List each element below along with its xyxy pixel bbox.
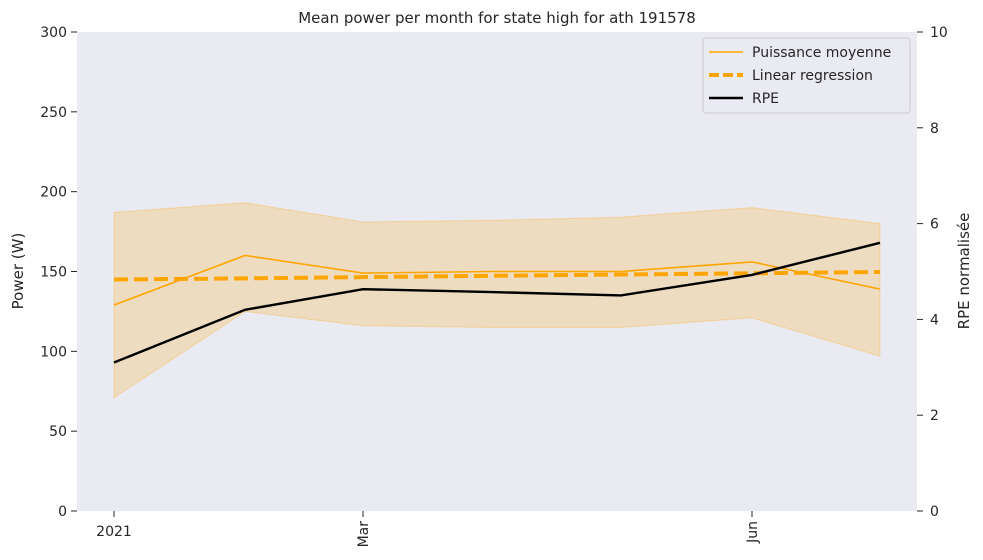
left-tick-label: 150: [40, 265, 67, 281]
legend-label-puissance-moyenne: Puissance moyenne: [752, 45, 891, 61]
x-tick-label: 2021: [96, 524, 132, 540]
right-tick-label: 0: [930, 504, 939, 520]
left-tick-label: 50: [49, 424, 67, 440]
x-axis-ticks: 2021 Mar Jun: [96, 511, 761, 547]
left-axis-ticks: 0 50 100 150 200 250 300: [40, 25, 77, 520]
x-tick-label: Jun: [745, 521, 761, 544]
series-line-linear-regression: [113, 270, 881, 282]
legend-label-rpe: RPE: [752, 91, 779, 107]
legend-box: [702, 37, 911, 114]
left-axis-label: Power (W): [9, 233, 27, 310]
left-tick-label: 0: [58, 504, 67, 520]
series-line-rpe: [113, 241, 881, 364]
right-tick-label: 6: [930, 217, 939, 233]
left-tick-label: 100: [40, 344, 67, 360]
left-tick-label: 300: [40, 25, 67, 41]
power-band-group: [113, 202, 881, 399]
chart-title: Mean power per month for state high for …: [298, 9, 696, 27]
x-tick-label: Mar: [356, 521, 372, 548]
right-tick-label: 2: [930, 408, 939, 424]
right-tick-label: 8: [930, 121, 939, 137]
right-tick-label: 4: [930, 312, 939, 328]
power-range-band: [113, 202, 881, 399]
legend-label-linear-regression: Linear regression: [752, 68, 873, 84]
left-tick-label: 200: [40, 185, 67, 201]
right-axis-ticks: 0 2 4 6 8 10: [917, 25, 948, 520]
right-tick-label: 10: [930, 25, 948, 41]
left-tick-label: 250: [40, 105, 67, 121]
legend: Puissance moyenne Linear regression RPE: [702, 37, 911, 114]
series-line-puissance-moyenne: [113, 254, 881, 306]
right-axis-label: RPE normalisée: [955, 213, 973, 330]
